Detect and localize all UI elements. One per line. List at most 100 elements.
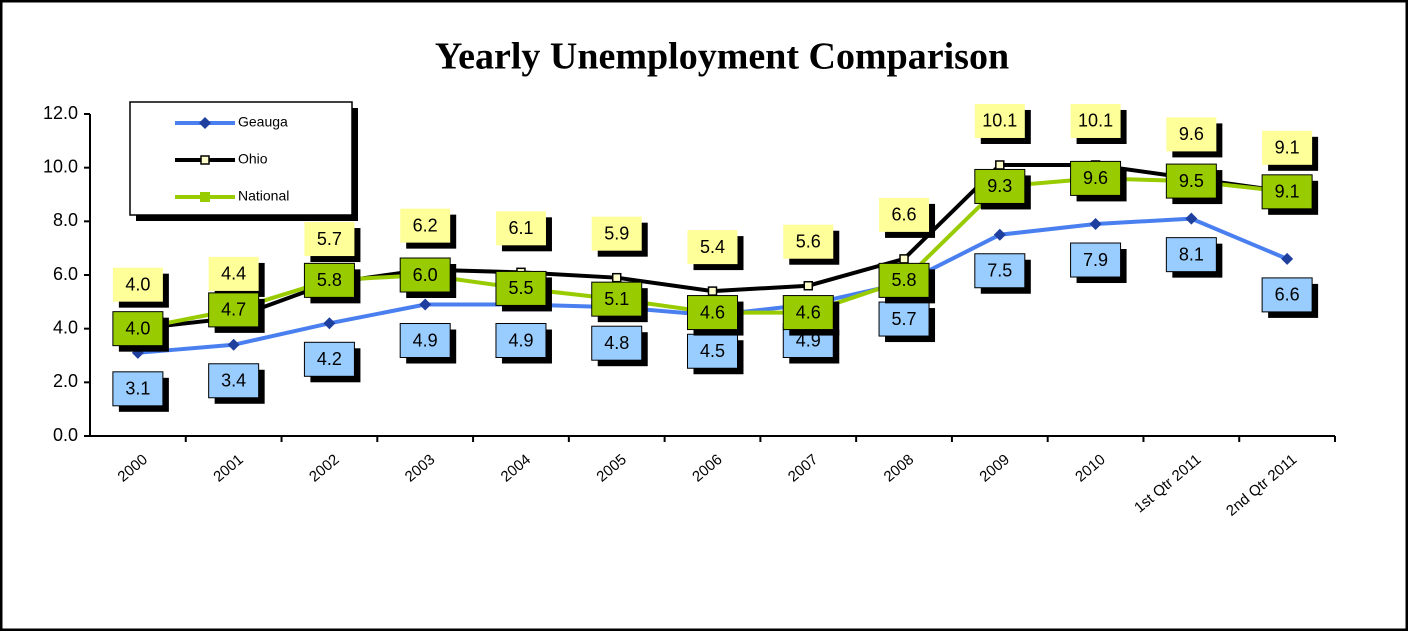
label-box [878, 262, 930, 298]
data-label: 9.6 [1179, 124, 1204, 144]
legend-label: Ohio [238, 151, 268, 167]
label-box [400, 208, 451, 243]
label-box [687, 295, 738, 331]
data-label: 6.6 [1275, 285, 1300, 305]
data-label: 9.6 [1083, 168, 1108, 188]
label-box [1070, 242, 1122, 278]
marker [1281, 252, 1294, 265]
data-label: 10.1 [1078, 111, 1113, 131]
data-label: 4.9 [413, 330, 438, 350]
label-box [974, 168, 1026, 204]
label-box [1070, 160, 1122, 196]
y-tick-label: 4.0 [53, 317, 78, 337]
data-label: 9.3 [987, 176, 1012, 196]
data-label: 5.9 [604, 223, 629, 243]
y-tick-label: 0.0 [53, 425, 78, 445]
y-tick-label: 12.0 [43, 103, 78, 123]
data-label: 7.9 [1083, 250, 1108, 270]
label-box [687, 230, 738, 265]
label-box [303, 341, 355, 377]
label-box [112, 311, 164, 347]
data-label: 7.5 [987, 261, 1012, 281]
label-box [974, 253, 1026, 289]
data-label: 5.1 [604, 289, 629, 309]
y-tick-label: 6.0 [53, 264, 78, 284]
data-label: 4.0 [125, 318, 150, 338]
marker [200, 155, 210, 165]
data-label: 4.6 [700, 302, 725, 322]
data-label: 3.4 [221, 371, 246, 391]
legend-label: Geauga [238, 114, 288, 130]
data-label: 9.5 [1179, 171, 1204, 191]
data-label: 5.7 [317, 229, 342, 249]
label-box [1070, 103, 1121, 138]
label-box [974, 103, 1025, 138]
label-box [112, 267, 163, 302]
y-tick-label: 10.0 [43, 156, 78, 176]
label-box [879, 197, 930, 232]
label-box [1165, 237, 1217, 273]
label-box [112, 371, 164, 407]
label-box [1165, 163, 1217, 199]
label-box [591, 216, 642, 251]
marker [199, 117, 211, 129]
label-box [687, 333, 738, 369]
label-box [495, 323, 547, 359]
marker [995, 160, 1005, 170]
marker [803, 280, 814, 291]
data-label: 5.5 [508, 278, 533, 298]
data-label: 5.7 [892, 309, 917, 329]
label-box [591, 325, 643, 361]
legend [129, 101, 353, 216]
label-box [783, 224, 834, 259]
label-box [303, 262, 355, 298]
marker [1185, 212, 1198, 225]
label-box [399, 323, 451, 359]
data-label: 6.6 [892, 205, 917, 225]
data-label: 4.2 [317, 349, 342, 369]
marker [993, 228, 1006, 241]
chart-title: Yearly Unemployment Comparison [435, 36, 1009, 78]
label-box [208, 363, 260, 399]
data-label: 6.2 [413, 215, 438, 235]
label-box [591, 281, 643, 317]
legend-label: National [238, 188, 289, 204]
marker [707, 286, 718, 296]
data-label: 4.9 [508, 330, 533, 350]
label-box [1261, 174, 1313, 210]
data-label: 4.0 [125, 274, 150, 294]
label-box [208, 292, 260, 328]
y-tick-label: 8.0 [53, 210, 78, 230]
marker [1089, 218, 1102, 231]
marker [899, 254, 909, 264]
label-box [495, 270, 547, 306]
data-label: 4.5 [700, 341, 725, 361]
label-box [304, 222, 355, 257]
data-label: 5.6 [796, 231, 821, 251]
data-label: 3.1 [125, 379, 150, 399]
label-box [1262, 130, 1313, 165]
label-box [1166, 117, 1217, 152]
marker [227, 338, 240, 351]
data-label: 10.1 [982, 111, 1017, 131]
label-box [1261, 277, 1313, 313]
data-label: 8.1 [1179, 244, 1204, 264]
data-label: 5.8 [892, 270, 917, 290]
label-box [782, 295, 834, 331]
data-label: 6.0 [413, 265, 438, 285]
data-label: 9.1 [1275, 138, 1300, 158]
marker [611, 272, 622, 283]
label-box [399, 257, 451, 293]
label-box [495, 211, 546, 246]
marker [419, 298, 432, 311]
label-box [208, 256, 259, 291]
data-label: 6.1 [508, 218, 533, 238]
data-label: 5.4 [700, 237, 725, 257]
data-label: 4.8 [604, 333, 629, 353]
data-label: 5.8 [317, 270, 342, 290]
y-tick-label: 2.0 [53, 371, 78, 391]
data-label: 4.7 [221, 300, 246, 320]
data-label: 4.4 [221, 264, 246, 284]
